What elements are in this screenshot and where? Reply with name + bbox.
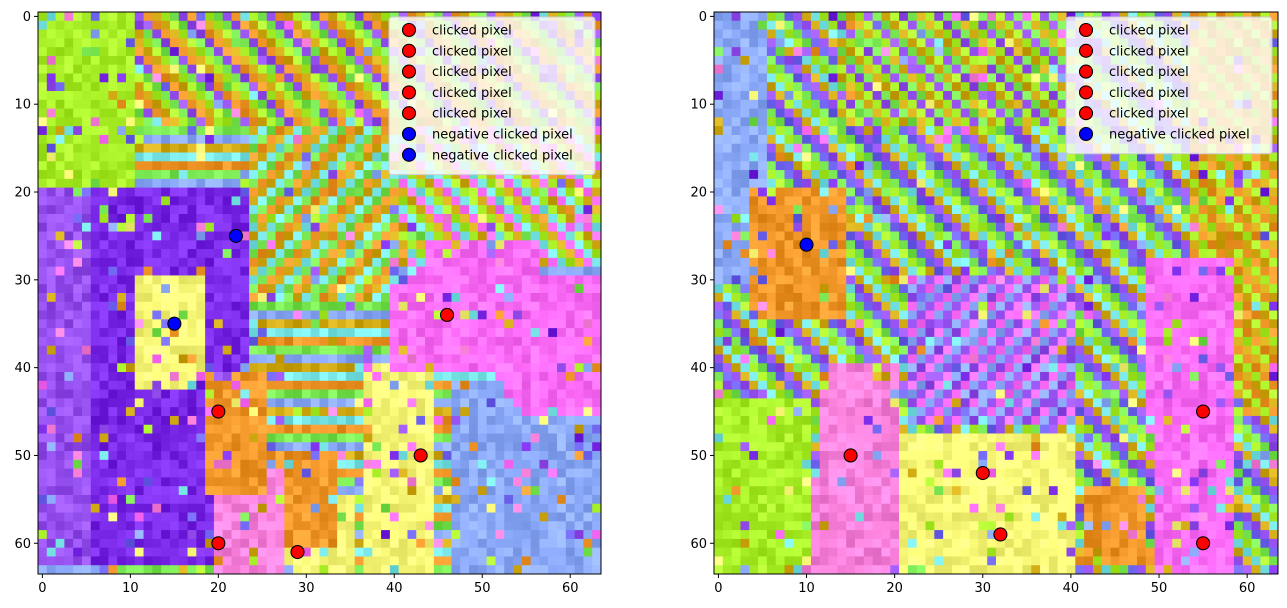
legend-marker <box>1078 22 1094 38</box>
legend-marker <box>401 126 417 142</box>
x-tick-label: 60 <box>562 581 579 596</box>
axes-frame <box>37 11 602 575</box>
x-tick-label: 50 <box>1151 581 1168 596</box>
legend-label: negative clicked pixel <box>432 128 573 143</box>
click-point <box>440 307 455 323</box>
legend-marker <box>401 64 417 79</box>
y-tick-label: 0 <box>23 10 31 25</box>
legend-label: clicked pixel <box>432 107 512 122</box>
x-tick-label: 40 <box>1063 581 1080 596</box>
legend-label: clicked pixel <box>432 65 512 80</box>
negative-click-point <box>167 316 182 331</box>
click-point <box>211 404 226 419</box>
x-tick-label: 10 <box>122 581 139 596</box>
y-tick-label: 30 <box>14 273 31 288</box>
click-point <box>843 448 858 463</box>
click-point <box>290 544 305 560</box>
legend-marker <box>401 106 417 121</box>
legend-marker <box>1078 85 1094 100</box>
legend-marker <box>1078 126 1094 142</box>
x-tick-label: 50 <box>474 581 491 596</box>
x-tick-label: 0 <box>38 581 46 596</box>
y-tick-label: 10 <box>690 98 707 113</box>
legend-label: clicked pixel <box>1109 86 1189 101</box>
legend-marker <box>1078 64 1094 79</box>
legend-label: clicked pixel <box>1109 24 1189 39</box>
y-tick-label: 0 <box>699 10 707 25</box>
legend-label: clicked pixel <box>432 86 512 101</box>
legend-frame <box>388 16 596 176</box>
y-tick-label: 50 <box>14 449 31 464</box>
legend-label: clicked pixel <box>1109 44 1189 59</box>
x-tick-label: 20 <box>210 581 227 596</box>
y-tick-label: 10 <box>14 98 31 113</box>
x-tick-label: 0 <box>714 581 722 596</box>
legend-marker <box>1078 106 1094 121</box>
legend-label: clicked pixel <box>1109 65 1189 80</box>
x-tick-label: 20 <box>886 581 903 596</box>
legend-label: negative clicked pixel <box>432 148 573 163</box>
click-point <box>993 527 1008 542</box>
legend-frame <box>1065 16 1273 155</box>
legend: clicked pixel clicked pixel clicked pixel c… <box>388 16 596 176</box>
y-tick-label: 60 <box>14 537 31 552</box>
y-tick-label: 20 <box>14 186 31 201</box>
legend-marker <box>401 22 417 38</box>
legend-marker <box>1078 43 1094 58</box>
y-tick-label: 50 <box>690 449 707 464</box>
legend-label: clicked pixel <box>1109 107 1189 122</box>
click-point <box>413 448 428 463</box>
legend-marker <box>401 43 417 58</box>
y-tick-label: 40 <box>690 361 707 376</box>
axes-frame <box>713 11 1279 575</box>
y-tick-label: 30 <box>690 273 707 288</box>
negative-click-point <box>799 237 814 252</box>
click-point <box>1196 536 1211 551</box>
legend-label: clicked pixel <box>432 24 512 39</box>
y-tick-label: 40 <box>14 361 31 376</box>
x-tick-label: 30 <box>298 581 315 596</box>
negative-click-point <box>228 228 243 243</box>
x-tick-label: 10 <box>798 581 815 596</box>
click-point <box>211 536 226 551</box>
legend-marker <box>401 147 417 162</box>
y-tick-label: 20 <box>690 186 707 201</box>
legend-marker <box>401 85 417 100</box>
x-tick-label: 30 <box>975 581 992 596</box>
legend-label: negative clicked pixel <box>1109 128 1250 143</box>
x-tick-label: 60 <box>1239 581 1256 596</box>
feature-map-image <box>714 12 1279 575</box>
click-point <box>1196 404 1211 419</box>
y-tick-label: 60 <box>690 537 707 552</box>
x-tick-label: 40 <box>386 581 403 596</box>
legend-label: clicked pixel <box>432 44 512 59</box>
click-point <box>975 465 990 481</box>
legend: clicked pixel clicked pixel clicked pixel c… <box>1065 16 1273 155</box>
